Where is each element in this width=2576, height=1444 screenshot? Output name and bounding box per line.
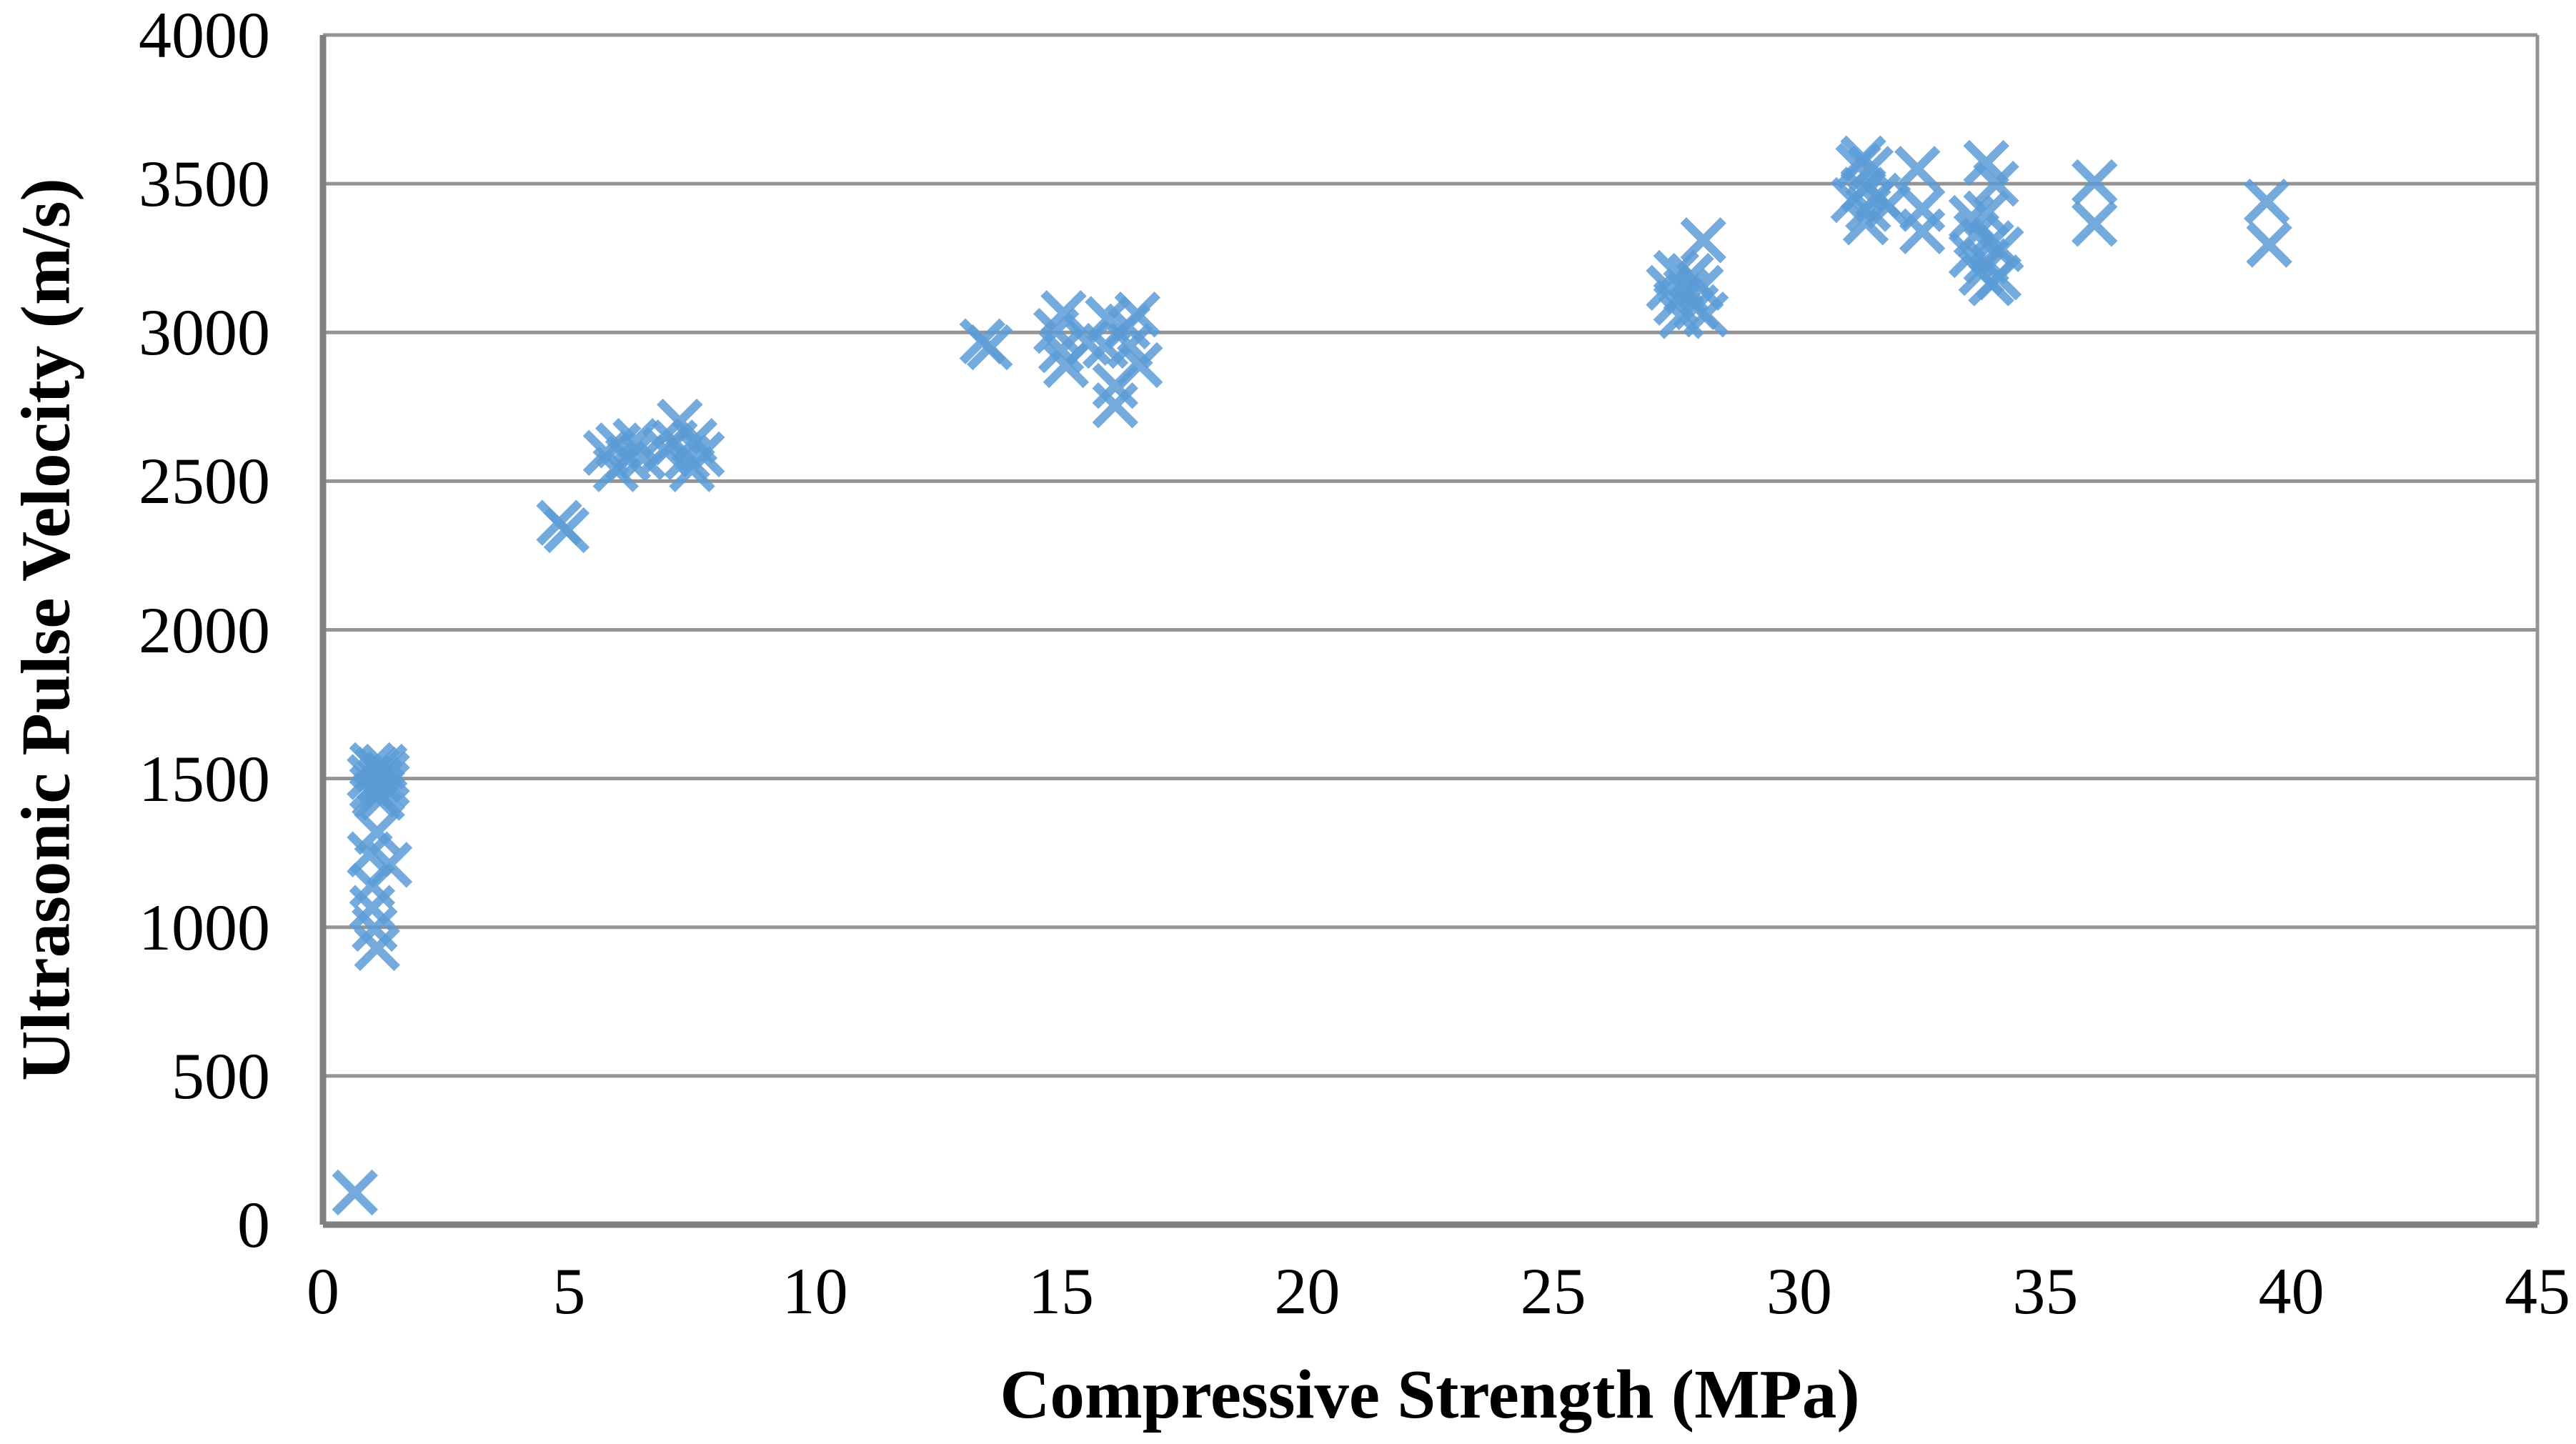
y-tick-label: 500 — [171, 1039, 270, 1112]
x-tick-label: 45 — [2505, 1255, 2570, 1328]
y-tick-label: 3000 — [139, 296, 270, 369]
data-point-marker — [1978, 226, 2024, 272]
x-axis-title: Compressive Strength (MPa) — [1000, 1356, 1860, 1433]
data-point-marker — [1899, 208, 1946, 254]
y-tick-label: 2500 — [139, 444, 270, 518]
data-point-marker — [1092, 382, 1138, 429]
data-point-marker — [966, 324, 1013, 371]
data-point-marker — [2071, 201, 2118, 247]
x-axis-tick-labels: 0 5 10 15 20 25 30 35 40 45 — [0, 1252, 2576, 1338]
x-tick-label: 30 — [1766, 1255, 1832, 1328]
data-point-marker — [543, 507, 590, 554]
y-axis-tick-labels: 0 500 1000 1500 2000 2500 3000 3500 4000 — [0, 0, 270, 1444]
x-tick-label: 10 — [782, 1255, 848, 1328]
x-tick-label: 20 — [1274, 1255, 1341, 1328]
y-tick-label: 1000 — [139, 890, 270, 964]
y-tick-label: 1500 — [139, 742, 270, 815]
y-tick-label: 4000 — [139, 0, 270, 71]
data-point-marker — [2071, 159, 2118, 206]
x-tick-label: 0 — [307, 1255, 339, 1328]
data-point-marker — [1682, 292, 1729, 338]
data-point-marker — [359, 775, 405, 821]
y-tick-label: 2000 — [139, 593, 270, 667]
x-tick-label: 35 — [2012, 1255, 2079, 1328]
x-tick-label: 5 — [552, 1255, 586, 1328]
y-tick-label: 3500 — [139, 147, 270, 221]
data-point-marker — [1116, 342, 1163, 389]
data-point-marker — [1973, 160, 2019, 207]
y-tick-label: 0 — [237, 1188, 270, 1261]
data-point-marker — [332, 1169, 379, 1216]
data-point-marker — [1114, 292, 1160, 338]
data-point-marker — [669, 446, 715, 492]
data-point-marker — [1038, 327, 1085, 374]
data-point-marker — [1894, 146, 1941, 192]
data-point-marker — [1680, 216, 1726, 264]
x-tick-label: 40 — [2258, 1255, 2324, 1328]
x-tick-label: 25 — [1520, 1255, 1586, 1328]
data-point-marker — [1847, 146, 1894, 192]
data-point-marker — [2246, 221, 2292, 268]
data-point-marker — [2243, 178, 2290, 225]
plot-area — [319, 33, 2540, 1228]
x-tick-label: 15 — [1028, 1255, 1094, 1328]
